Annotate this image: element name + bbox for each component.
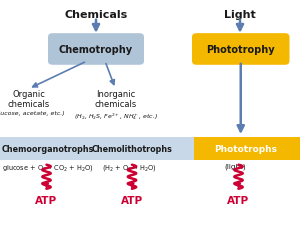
Text: ATP: ATP <box>35 195 58 205</box>
Text: ATP: ATP <box>121 195 143 205</box>
Text: Chemicals: Chemicals <box>64 10 128 20</box>
Text: Phototrophs: Phototrophs <box>214 144 278 153</box>
Text: Organic
chemicals: Organic chemicals <box>8 89 50 109</box>
Text: (H$_2$ + O$_2$$\!\rightarrow\!$ H$_2$O): (H$_2$ + O$_2$$\!\rightarrow\!$ H$_2$O) <box>102 163 157 173</box>
Text: Inorganic
chemicals: Inorganic chemicals <box>94 89 136 109</box>
Text: Light: Light <box>224 10 256 20</box>
Text: Chemolithotrophs: Chemolithotrophs <box>92 144 172 153</box>
Bar <box>0 138 194 160</box>
Text: Chemotrophy: Chemotrophy <box>59 45 133 55</box>
Text: ATP: ATP <box>227 195 250 205</box>
Text: Chemoorganotrophs: Chemoorganotrophs <box>1 144 94 153</box>
Text: glucose + O$_2$$\!\rightarrow\!$ CO$_2$ + H$_2$O): glucose + O$_2$$\!\rightarrow\!$ CO$_2$ … <box>2 163 94 173</box>
Bar <box>194 138 300 160</box>
Text: (light): (light) <box>225 163 246 169</box>
Text: (H$_2$, H$_2$S, Fe$^{2+}$, NH$_4^+$, etc.): (H$_2$, H$_2$S, Fe$^{2+}$, NH$_4^+$, etc… <box>74 111 158 122</box>
FancyBboxPatch shape <box>48 34 144 66</box>
Text: (glucose, acetate, etc.): (glucose, acetate, etc.) <box>0 111 65 116</box>
Text: Phototrophy: Phototrophy <box>206 45 275 55</box>
FancyBboxPatch shape <box>192 34 290 66</box>
